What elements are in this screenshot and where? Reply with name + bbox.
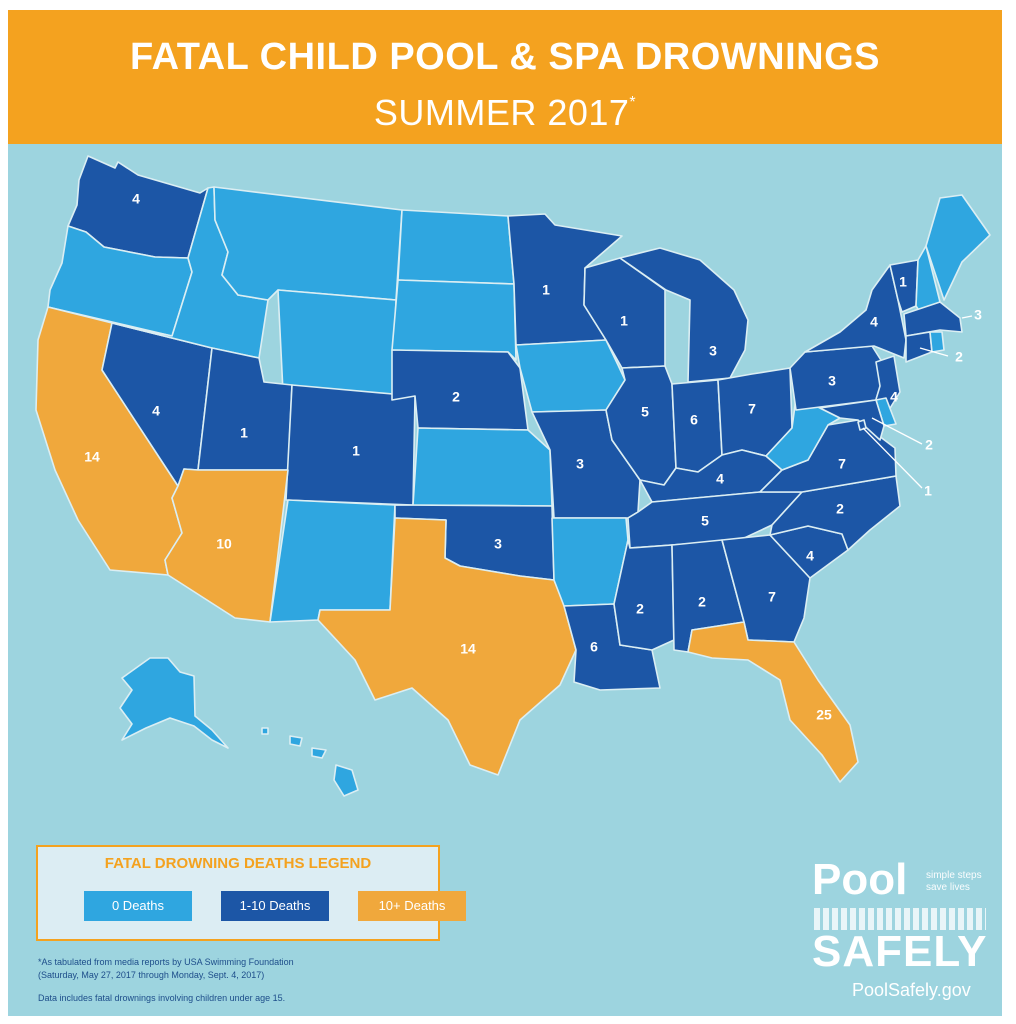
state-fl [687,621,859,783]
state-ks [412,427,553,507]
state-ak [119,657,229,749]
label-ny: 4 [870,314,878,330]
hi-island-4 [333,764,359,797]
label-la: 6 [590,639,598,655]
label-nc: 2 [836,501,844,517]
state-ny [804,264,907,359]
state-ut [197,347,293,471]
website-url: PoolSafely.gov [852,980,971,1000]
pool-safely-logo: Pool simple steps save lives SAFELY PoolS… [812,858,1002,1008]
label-il: 5 [641,404,649,420]
label-wa: 4 [132,191,140,207]
state-ct [905,331,933,363]
legend-low-swatch: 1-10 Deaths [221,891,329,921]
footnote-age: Data includes fatal drownings involving … [38,993,286,1003]
leader-lines [862,315,973,489]
logo-safely: SAFELY [812,927,988,976]
label-ma: 3 [974,307,982,323]
label-ne: 2 [452,389,460,405]
state-me [925,194,991,301]
leader-ma [961,315,973,319]
state-mi [619,247,749,383]
label-nv: 4 [152,403,160,419]
state-dc [857,419,867,431]
state-wy [277,289,397,401]
state-mt [213,186,403,301]
label-mo: 3 [576,456,584,472]
state-sd [391,279,517,361]
label-ga: 7 [768,589,776,605]
state-ia [515,339,626,413]
footnote-source: *As tabulated from media reports by USA … [38,957,294,967]
hi-island-2 [289,735,303,747]
title-banner: FATAL CHILD POOL & SPA DROWNINGS SUMMER … [8,10,1002,144]
label-mn: 1 [542,282,550,298]
page-title: FATAL CHILD POOL & SPA DROWNINGS [130,36,880,78]
label-ok: 3 [494,536,502,552]
legend-title: FATAL DROWNING DEATHS LEGEND [104,855,372,872]
leader-md [871,417,923,445]
label-vt: 1 [899,274,907,290]
label-sc: 4 [806,548,814,564]
label-oh: 7 [748,401,756,417]
footnote-mark: * [629,94,637,111]
label-va: 7 [838,456,846,472]
subtitle-text: SUMMER 2017 [373,92,630,133]
state-md [819,399,885,441]
logo-pool: Pool [812,855,908,904]
state-ri [929,331,945,353]
leader-ct [919,347,949,357]
hi-island-1 [261,727,269,735]
label-ca: 14 [84,449,100,465]
label-nj: 4 [890,389,898,405]
legend-high-swatch: 10+ Deaths [358,891,466,921]
state-nm [269,499,396,623]
label-ky: 4 [716,471,724,487]
label-wi: 1 [620,313,628,329]
tagline-line-1: simple steps [926,870,982,881]
label-tx: 14 [460,641,476,657]
footnote-dates: (Saturday, May 27, 2017 through Monday, … [38,970,265,980]
hi-island-3 [311,747,327,759]
legend-zero-swatch: 0 Deaths [84,891,192,921]
label-mi: 3 [709,343,717,359]
label-al: 2 [698,594,706,610]
label-md: 2 [925,437,933,453]
tagline-line-2: save lives [926,882,970,893]
label-ct: 2 [955,349,963,365]
death-count-labels: 4 14 4 1 1 10 2 3 14 1 3 6 1 5 3 6 7 4 5 2 2 7 25 4 2 7 3 4 1 3 2 4 2 1 [84,191,982,723]
label-fl: 25 [816,707,832,723]
legend-box: FATAL DROWNING DEATHS LEGEND 0 Deaths 1-… [36,845,466,941]
state-az [164,468,289,623]
label-dc: 1 [924,483,932,499]
logo-tagline: simple steps save lives [926,870,982,894]
state-hi [261,727,359,797]
leader-dc [862,427,923,489]
label-ms: 2 [636,601,644,617]
logo-pool-grid [814,908,986,930]
label-az: 10 [216,536,232,552]
label-co: 1 [352,443,360,459]
label-tn: 5 [701,513,709,529]
state-nd [397,209,515,285]
state-tx [317,517,577,776]
page-subtitle: SUMMER 2017* [8,92,1002,134]
label-pa: 3 [828,373,836,389]
state-vt [889,259,919,313]
state-shapes [35,155,991,797]
state-co [285,384,416,506]
label-ut: 1 [240,425,248,441]
label-in: 6 [690,412,698,428]
